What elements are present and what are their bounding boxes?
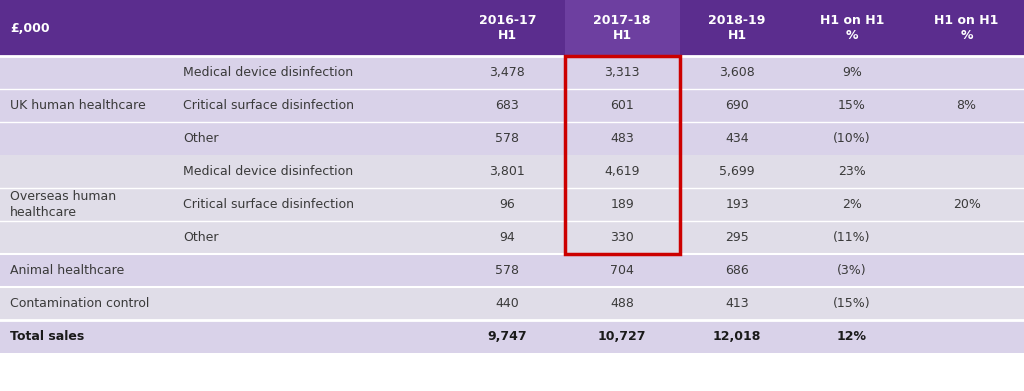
Text: 488: 488 xyxy=(610,297,634,310)
Text: 686: 686 xyxy=(725,264,749,277)
Text: 578: 578 xyxy=(496,132,519,145)
Text: 20%: 20% xyxy=(952,198,981,211)
Text: 8%: 8% xyxy=(956,99,977,112)
Text: 601: 601 xyxy=(610,99,634,112)
Text: 2018-19
H1: 2018-19 H1 xyxy=(709,14,766,42)
Text: 2016-17
H1: 2016-17 H1 xyxy=(478,14,537,42)
Text: Other: Other xyxy=(183,132,218,145)
Text: 9,747: 9,747 xyxy=(487,330,527,343)
Text: 330: 330 xyxy=(610,231,634,244)
Text: Medical device disinfection: Medical device disinfection xyxy=(183,165,353,178)
Text: (10%): (10%) xyxy=(833,132,870,145)
Text: 413: 413 xyxy=(725,297,749,310)
Text: 3,313: 3,313 xyxy=(604,66,640,79)
Text: Overseas human
healthcare: Overseas human healthcare xyxy=(10,190,116,219)
Text: 12%: 12% xyxy=(837,330,866,343)
Text: 3,608: 3,608 xyxy=(719,66,755,79)
Text: (11%): (11%) xyxy=(834,231,870,244)
Text: 3,801: 3,801 xyxy=(489,165,525,178)
Bar xyxy=(565,0,680,56)
Text: UK human healthcare: UK human healthcare xyxy=(10,99,145,112)
Text: 704: 704 xyxy=(610,264,634,277)
Text: 5,699: 5,699 xyxy=(719,165,755,178)
Text: Contamination control: Contamination control xyxy=(10,297,150,310)
Text: 2%: 2% xyxy=(842,198,862,211)
Bar xyxy=(0,0,1024,56)
Text: 3,478: 3,478 xyxy=(489,66,525,79)
Text: H1 on H1
%: H1 on H1 % xyxy=(819,14,884,42)
Text: 434: 434 xyxy=(725,132,749,145)
Bar xyxy=(0,353,1024,391)
Text: Other: Other xyxy=(183,231,218,244)
Text: H1 on H1
%: H1 on H1 % xyxy=(935,14,998,42)
Text: Critical surface disinfection: Critical surface disinfection xyxy=(183,99,354,112)
Text: 10,727: 10,727 xyxy=(598,330,646,343)
Text: 189: 189 xyxy=(610,198,634,211)
Bar xyxy=(0,155,1024,254)
Bar xyxy=(0,56,1024,155)
Text: 15%: 15% xyxy=(838,99,865,112)
Text: 483: 483 xyxy=(610,132,634,145)
Text: (3%): (3%) xyxy=(837,264,866,277)
Bar xyxy=(565,56,680,254)
Bar xyxy=(0,320,1024,353)
Text: 96: 96 xyxy=(500,198,515,211)
Text: Critical surface disinfection: Critical surface disinfection xyxy=(183,198,354,211)
Text: 12,018: 12,018 xyxy=(713,330,761,343)
Text: Medical device disinfection: Medical device disinfection xyxy=(183,66,353,79)
Text: 690: 690 xyxy=(725,99,749,112)
Bar xyxy=(0,254,1024,287)
Text: 193: 193 xyxy=(725,198,749,211)
Text: (15%): (15%) xyxy=(833,297,870,310)
Text: Animal healthcare: Animal healthcare xyxy=(10,264,124,277)
Text: 94: 94 xyxy=(500,231,515,244)
Text: 4,619: 4,619 xyxy=(604,165,640,178)
Text: Total sales: Total sales xyxy=(10,330,84,343)
Bar xyxy=(0,287,1024,320)
Text: 2017-18
H1: 2017-18 H1 xyxy=(594,14,651,42)
Text: 578: 578 xyxy=(496,264,519,277)
Text: 440: 440 xyxy=(496,297,519,310)
Text: 683: 683 xyxy=(496,99,519,112)
Text: 23%: 23% xyxy=(838,165,865,178)
Text: 9%: 9% xyxy=(842,66,862,79)
Text: 295: 295 xyxy=(725,231,749,244)
Text: £,000: £,000 xyxy=(10,22,49,34)
